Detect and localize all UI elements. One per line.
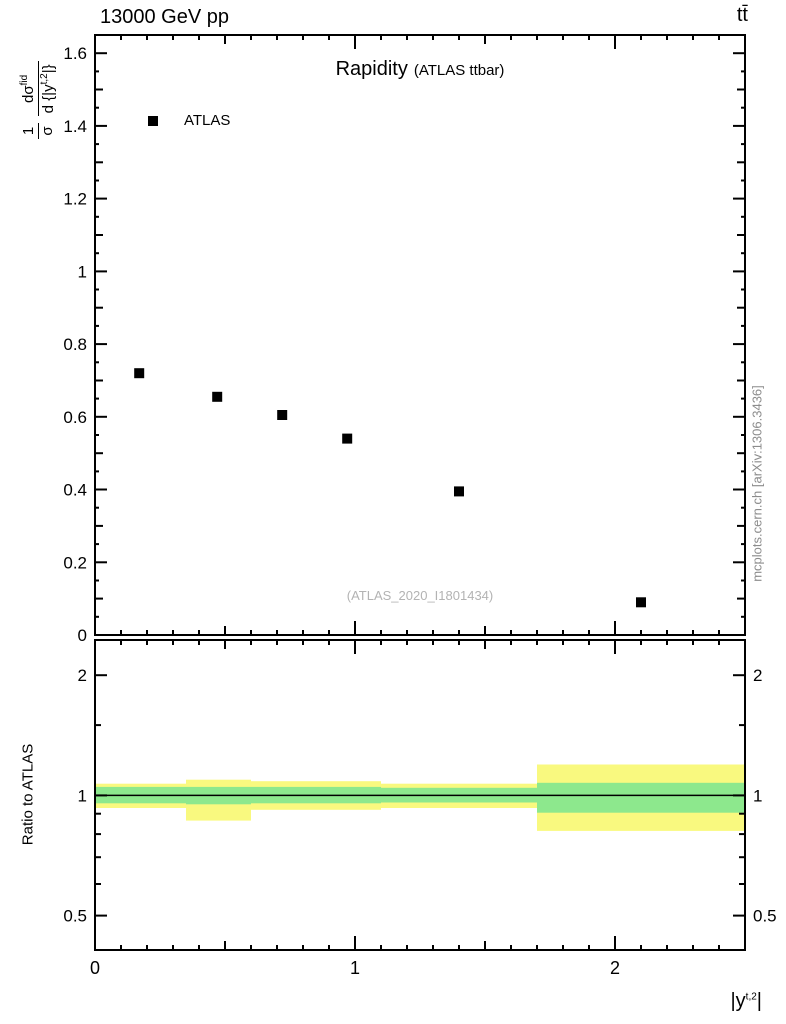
main-y-tick-label: 1 [78,262,87,281]
data-point [342,433,353,444]
main-y-tick-label: 1.6 [63,44,87,63]
ratio-y-tick-label: 0.5 [63,907,87,926]
legend: ATLAS [148,112,230,129]
data-point [277,410,288,420]
main-y-tick-label: 0.8 [63,335,87,354]
main-y-tick-label: 0.2 [63,553,87,572]
x-axis-label: |yt,2| [730,990,762,1012]
main-frame [94,34,746,636]
x-tick-label: 0 [90,958,100,978]
ratio-frame [94,639,746,951]
ratio-y-tick-label: 2 [753,666,762,685]
ratio-y-tick-label: 1 [753,786,762,805]
data-point [636,597,646,608]
data-point [454,486,464,497]
legend-square-marker-icon [148,115,158,126]
ratio-y-tick-label: 2 [78,666,87,685]
x-tick-label: 1 [350,958,360,978]
legend-label: ATLAS [184,112,231,129]
main-y-tick-label: 1.2 [63,190,87,209]
plot-title: Rapidity (ATLAS ttbar) [95,58,745,81]
data-point [134,368,145,379]
main-y-tick-label: 0.4 [63,481,87,500]
data-point [212,391,223,402]
analysis-watermark: (ATLAS_2020_I1801434) [346,588,494,603]
main-y-tick-label: 0 [78,626,87,645]
ratio-y-tick-label: 0.5 [753,907,777,926]
x-tick-label: 2 [610,958,620,978]
beam-energy-title: 13000 GeV pp [100,6,229,28]
plot-title-sub: (ATLAS ttbar) [413,62,505,79]
plot-title-main: Rapidity [335,58,408,80]
main-y-tick-label: 1.4 [63,117,87,136]
main-y-tick-label: 0.6 [63,408,87,427]
process-title: tt̄ [736,4,748,26]
ratio-y-tick-label: 1 [78,786,87,805]
ratio-band-inner [537,782,745,813]
